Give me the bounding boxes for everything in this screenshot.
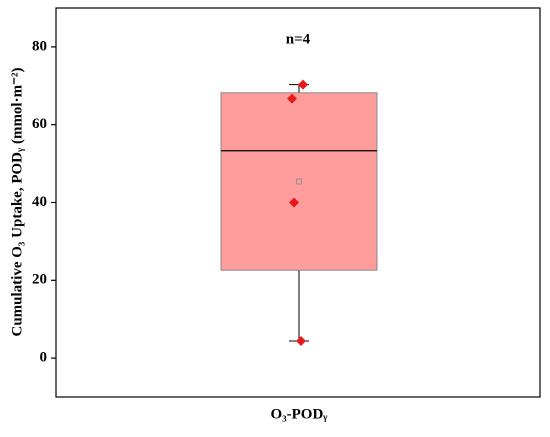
y-tick-label: 60 <box>32 116 47 132</box>
y-tick-label: 80 <box>32 38 47 54</box>
x-tick-label: O₃-PODᵧ <box>270 406 328 422</box>
box <box>220 92 378 271</box>
data-point <box>298 79 308 90</box>
y-tick-label: 20 <box>32 272 47 288</box>
data-point <box>287 93 297 104</box>
mean <box>296 178 302 185</box>
annotation: n=4 <box>286 31 311 47</box>
y-axis-label: Cumulative O₃ Uptake, PODᵧ (mmol·m⁻²) <box>9 67 25 336</box>
data-point <box>289 197 299 208</box>
data-point <box>296 335 306 346</box>
y-tick-label: 40 <box>32 194 47 210</box>
y-tick-label: 0 <box>40 350 48 366</box>
